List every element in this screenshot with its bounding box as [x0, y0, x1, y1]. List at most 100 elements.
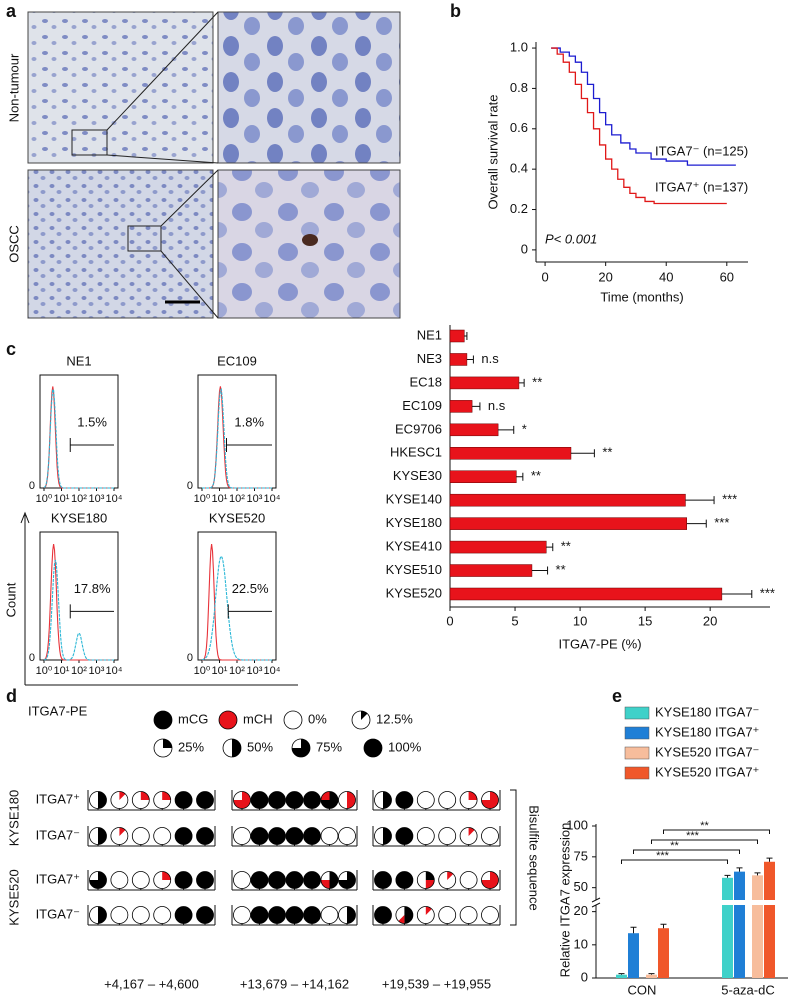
methylation-site — [338, 791, 356, 809]
row-label: ITGA7⁻ — [36, 906, 80, 921]
legend-label: 12.5% — [376, 711, 413, 726]
bar — [764, 905, 775, 978]
gate-label: 22.5% — [232, 581, 269, 596]
site-background — [132, 827, 150, 845]
site-outline — [153, 827, 172, 845]
region-label: +13,679 – +14,162 — [240, 976, 349, 991]
zoom-line — [106, 154, 219, 164]
site-background — [110, 871, 128, 889]
site-outline — [233, 906, 251, 924]
y-tick-label: 100 — [566, 817, 588, 832]
mcg-fraction — [286, 906, 303, 924]
mcg-fraction — [196, 871, 214, 889]
legend-glyph — [153, 738, 173, 758]
mch-fraction — [468, 827, 475, 836]
site-outline — [374, 791, 392, 809]
methylation-site — [416, 791, 435, 809]
x-tick-label: 10 — [573, 613, 587, 628]
methylation-site — [285, 871, 304, 889]
methylation-site — [153, 906, 172, 924]
mch-fraction — [481, 791, 499, 809]
methylation-site — [131, 827, 150, 845]
legend-label: KYSE520 ITGA7⁺ — [655, 764, 759, 779]
site-outline — [303, 791, 321, 809]
site-background — [132, 871, 150, 889]
site-outline — [395, 827, 414, 845]
mcg-fraction — [383, 791, 392, 809]
methylation-site — [416, 906, 435, 924]
methylation-site — [395, 827, 414, 845]
bar-upper — [764, 861, 775, 900]
survival-curve — [551, 47, 727, 205]
x-tick-label: 10³ — [247, 665, 263, 677]
significance-bracket — [651, 839, 758, 844]
x-tick-label: 10⁴ — [264, 665, 281, 677]
zoom-line — [160, 250, 219, 319]
gate-label: 1.8% — [234, 414, 264, 429]
mch-fraction — [162, 791, 171, 800]
error-bar — [648, 973, 655, 975]
site-outline — [395, 871, 414, 889]
methylation-site — [285, 791, 304, 809]
side-bracket — [510, 789, 517, 926]
y-tick-label: 0 — [187, 652, 193, 664]
mcg-fraction — [374, 906, 392, 924]
significance: *** — [722, 492, 737, 507]
site-outline — [481, 827, 499, 845]
x-tick-label: 10³ — [89, 493, 105, 505]
bar — [449, 517, 687, 530]
error-bar — [472, 402, 481, 411]
mch-fraction — [119, 827, 126, 836]
methylation-site — [131, 791, 150, 809]
site-outline — [268, 871, 286, 889]
methylation-site — [320, 906, 339, 924]
site-outline — [416, 791, 435, 809]
site-outline — [110, 791, 129, 809]
category-label: EC9706 — [395, 421, 442, 436]
mcg-fraction — [154, 711, 172, 729]
region-line — [87, 826, 216, 847]
error-bar — [546, 543, 554, 552]
y-tick-label: 10 — [574, 936, 588, 951]
axis-title: ITGA7-PE — [28, 703, 88, 718]
site-background — [153, 906, 171, 924]
legend-label: KYSE180 ITGA7⁺ — [655, 724, 759, 739]
stained-cell — [302, 234, 318, 246]
site-outline — [303, 827, 321, 845]
x-tick-label: 15 — [638, 613, 652, 628]
methylation-site — [89, 906, 107, 924]
mcg-fraction — [98, 906, 107, 924]
site-outline — [285, 871, 304, 889]
mch-fraction — [233, 791, 251, 809]
site-outline — [89, 871, 107, 889]
methylation-site — [131, 906, 150, 924]
mcg-fraction — [286, 871, 303, 889]
error-bar — [766, 857, 773, 862]
x-tick-label: 40 — [659, 269, 673, 284]
methylation-site — [250, 827, 269, 845]
methylation-site — [303, 791, 321, 809]
site-outline — [250, 827, 269, 845]
methylation-site — [110, 827, 129, 845]
mcg-fraction — [303, 871, 321, 889]
methylation-site — [320, 871, 339, 889]
significance: * — [522, 421, 527, 436]
x-tick-label: 10³ — [247, 493, 263, 505]
methylation-site — [196, 791, 214, 809]
y-tick-label: 0.4 — [510, 161, 528, 176]
bar — [449, 540, 547, 554]
error-bar — [518, 378, 525, 387]
mcg-fraction — [251, 906, 268, 924]
site-outline — [283, 710, 303, 730]
mch-fraction — [140, 791, 150, 800]
methylation-site — [250, 791, 269, 809]
legend-swatch — [624, 746, 650, 760]
x-tick-label: 0 — [446, 613, 453, 628]
methylation-site — [374, 906, 392, 924]
mcg-fraction — [374, 871, 392, 889]
x-axis-title: ITGA7-PE (%) — [558, 636, 641, 651]
site-outline — [110, 827, 129, 845]
mcg-fraction — [286, 791, 303, 809]
error-bar — [498, 425, 515, 434]
methylation-site — [438, 827, 457, 845]
